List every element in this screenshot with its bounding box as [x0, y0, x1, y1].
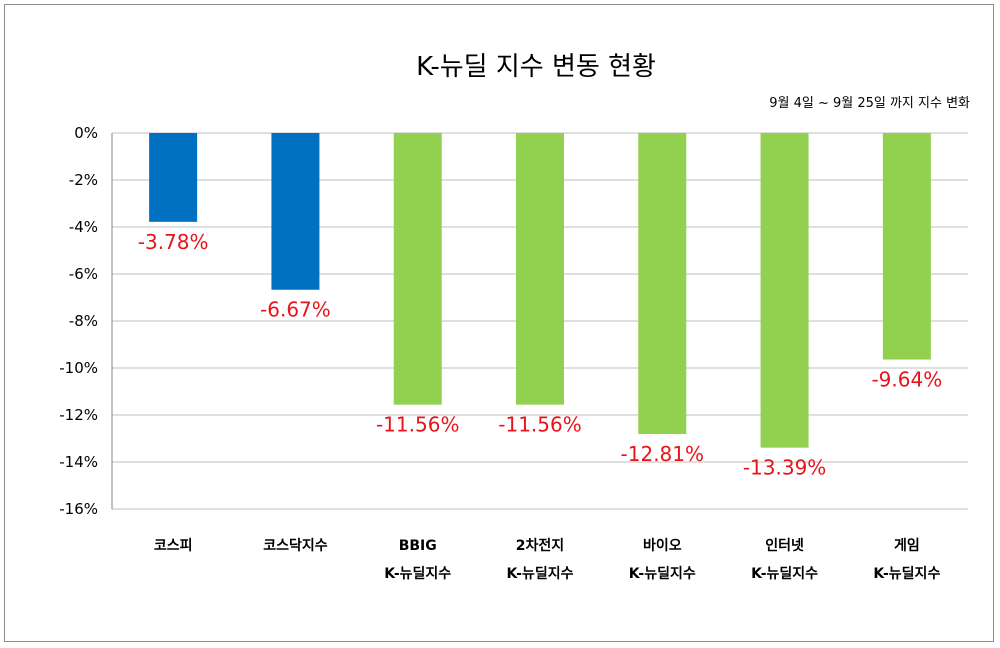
category-label: K-뉴딜지수 — [507, 566, 574, 582]
category-label: BBIG — [399, 538, 437, 554]
y-tick-label: -12% — [59, 406, 98, 424]
y-tick-label: -10% — [59, 359, 98, 377]
bar — [760, 133, 809, 448]
bar — [149, 133, 198, 222]
data-label: -11.56% — [376, 413, 459, 437]
bars — [149, 133, 931, 448]
y-tick-label: -8% — [69, 312, 98, 330]
category-label: K-뉴딜지수 — [751, 566, 818, 582]
bar — [393, 133, 442, 405]
category-label: 바이오 — [643, 537, 682, 554]
data-label: -11.56% — [498, 413, 581, 437]
data-labels: -3.78% -6.67% -11.56% -11.56% -12.81% -13.39%… — [138, 230, 942, 480]
y-axis-ticks: 0% -2% -4% -6% -8% -10% -12% -14% -16% — [59, 124, 98, 518]
y-tick-label: -2% — [69, 171, 98, 189]
category-label: 2차전지 — [516, 537, 564, 554]
data-label: -9.64% — [871, 368, 942, 392]
bar — [638, 133, 687, 435]
bar — [271, 133, 320, 290]
data-label: -13.39% — [743, 456, 826, 480]
data-label: -6.67% — [260, 298, 331, 322]
category-label: K-뉴딜지수 — [873, 566, 940, 582]
data-label: -3.78% — [138, 230, 209, 254]
y-tick-label: -14% — [59, 453, 98, 471]
category-label: K-뉴딜지수 — [384, 566, 451, 582]
category-label: 코스피 — [154, 538, 193, 554]
y-tick-label: -6% — [69, 265, 98, 283]
x-axis-categories: 코스피 코스닥지수 BBIG K-뉴딜지수 2차전지 K-뉴딜지수 바이오 K-뉴딜지수 인터넷… — [154, 537, 941, 582]
bar — [516, 133, 564, 405]
bar-chart: K-뉴딜 지수 변동 현황 9월 4일 ~ 9월 25일 까지 지수 변화 0%… — [59, 52, 970, 582]
y-tick-label: 0% — [74, 124, 98, 142]
chart-title: K-뉴딜 지수 변동 현황 — [416, 52, 656, 82]
y-tick-label: -16% — [59, 500, 98, 518]
data-label: -12.81% — [621, 442, 704, 466]
category-label: 인터넷 — [765, 537, 804, 554]
category-label: 코스닥지수 — [263, 537, 328, 554]
chart-subtitle: 9월 4일 ~ 9월 25일 까지 지수 변화 — [769, 96, 970, 111]
chart-frame: K-뉴딜 지수 변동 현황 9월 4일 ~ 9월 25일 까지 지수 변화 0%… — [4, 4, 994, 642]
y-tick-label: -4% — [69, 218, 98, 236]
category-label: 게임 — [894, 538, 920, 554]
bar — [882, 133, 931, 360]
category-label: K-뉴딜지수 — [629, 566, 696, 582]
